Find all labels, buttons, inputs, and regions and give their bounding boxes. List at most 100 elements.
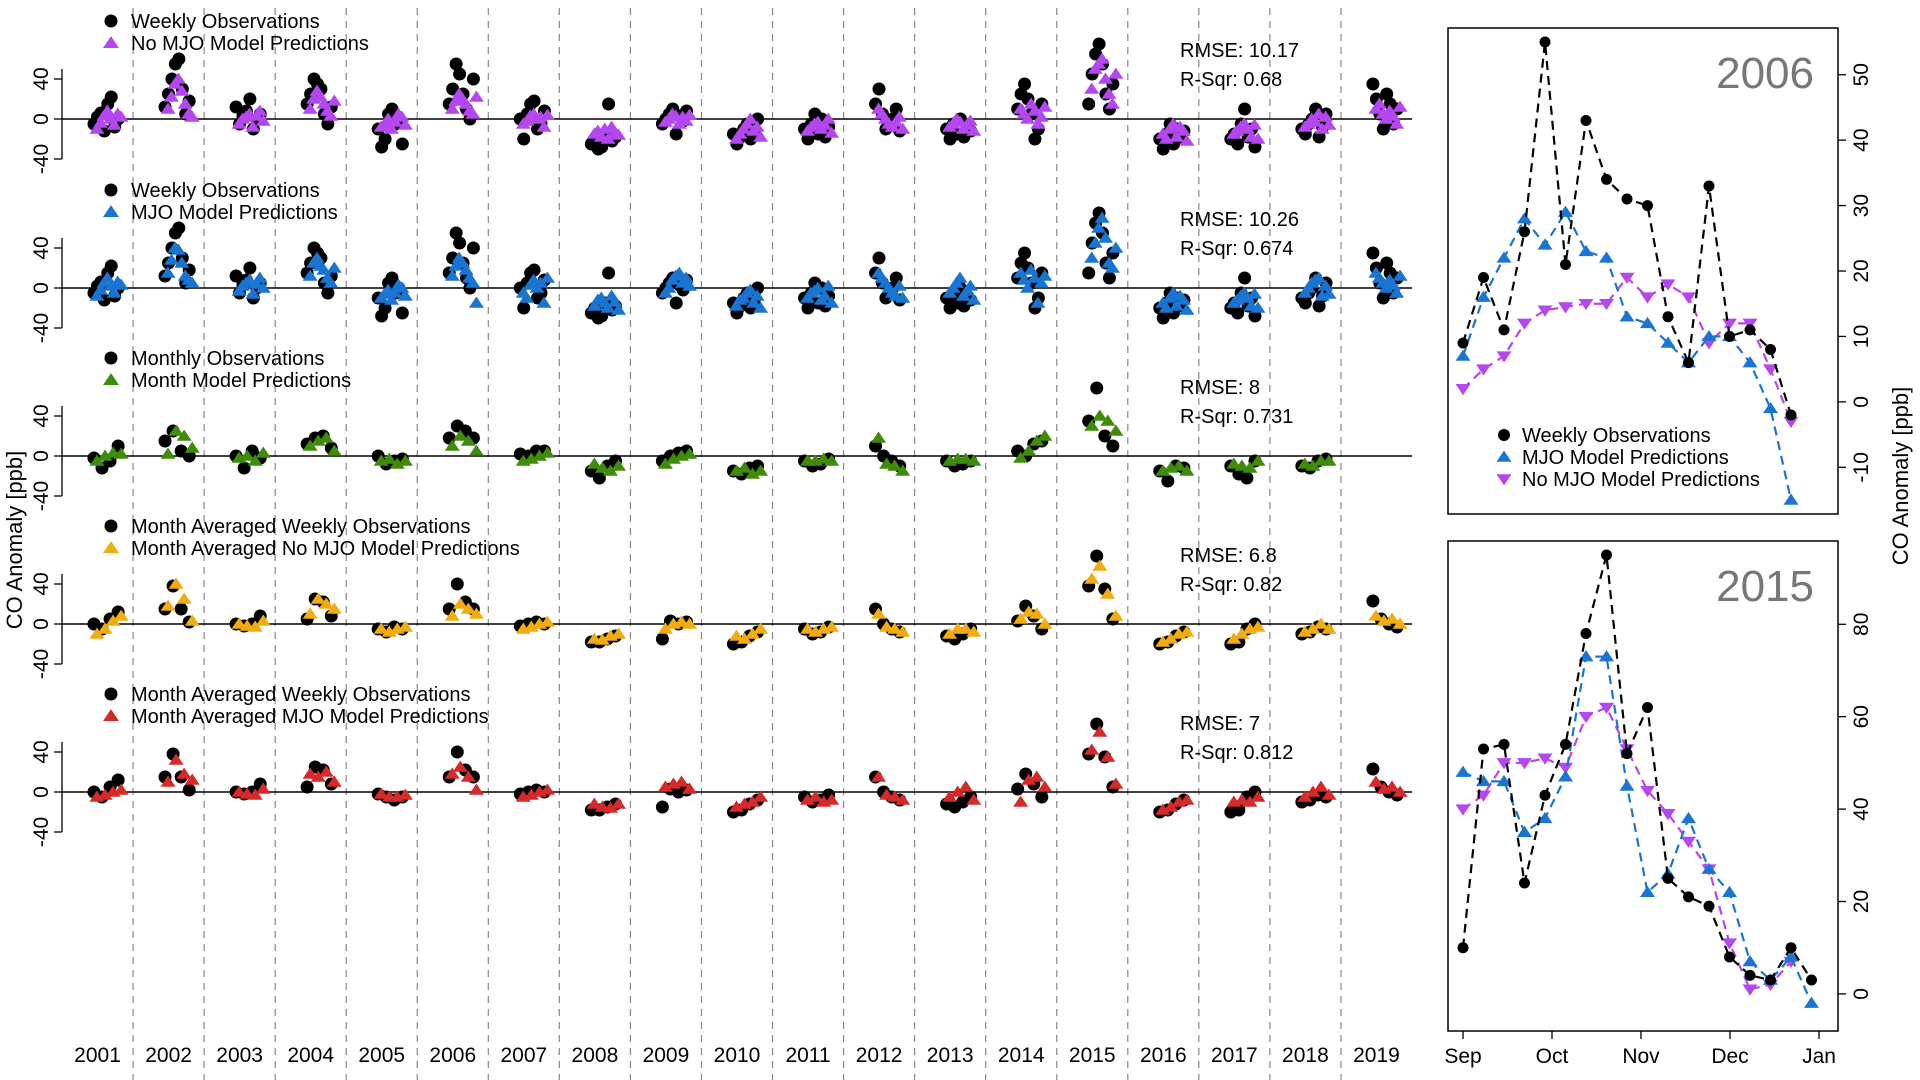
obs-point — [602, 266, 616, 280]
year-label: 2011 — [785, 1044, 830, 1067]
obs-point — [1765, 344, 1776, 356]
pred-point — [671, 117, 687, 129]
no-mjo-point — [1496, 758, 1512, 770]
pred-point — [468, 296, 484, 308]
pred-point — [163, 90, 179, 102]
obs-point — [1621, 193, 1633, 205]
pred-point — [184, 614, 200, 626]
no-mjo-point — [1783, 416, 1799, 428]
no-mjo-point — [1742, 318, 1758, 330]
obs-point — [1376, 291, 1390, 305]
pred-point — [1037, 100, 1053, 112]
year-axis: 2001 2002 2003 2004 2005 2006 2007 2008 2009 2010… — [74, 1044, 1400, 1067]
rmse-text: RMSE: 8 — [1180, 377, 1260, 399]
month-label: Sep — [1444, 1045, 1481, 1068]
obs-point — [300, 780, 314, 794]
pred-point — [1092, 725, 1108, 737]
pred-point — [742, 283, 758, 295]
pred-point — [966, 454, 982, 466]
obs-point — [1011, 782, 1025, 796]
pred-point — [394, 110, 410, 122]
pred-point — [460, 434, 476, 446]
obs-point — [1478, 272, 1489, 284]
obs-point — [1106, 439, 1120, 453]
pred-point — [600, 132, 616, 144]
obs-point — [1376, 122, 1390, 136]
pred-point — [1234, 627, 1250, 639]
right-y-axis-label: CO Anomaly [ppb] — [1888, 387, 1913, 566]
obs-point — [1035, 790, 1049, 804]
obs-point — [1098, 429, 1112, 443]
pred-point — [682, 279, 698, 291]
pred-point — [384, 122, 400, 134]
year-label: 2003 — [216, 1044, 263, 1067]
pred-point — [539, 615, 555, 627]
legend-obs-marker — [104, 351, 118, 365]
pred-point — [1030, 117, 1046, 129]
obs-point — [1156, 311, 1170, 325]
pred-point — [255, 446, 271, 458]
obs-point — [1642, 200, 1653, 212]
no-mjo-point — [1558, 302, 1573, 314]
obs-point — [1232, 803, 1246, 817]
pred-point — [113, 278, 129, 290]
inset-y-tick-label: -10 — [1850, 452, 1873, 482]
pred-point — [800, 793, 815, 805]
obs-point — [1724, 330, 1735, 342]
obs-point — [1161, 474, 1175, 488]
obs-point — [1090, 381, 1104, 395]
no-mjo-point — [1476, 364, 1491, 376]
pred-point — [1084, 743, 1100, 755]
pred-point — [105, 614, 121, 626]
rmse-text: RMSE: 7 — [1180, 713, 1260, 735]
obs-point — [172, 221, 186, 235]
pred-point — [255, 782, 271, 794]
inset-frame — [1447, 27, 1839, 515]
pred-point — [1378, 281, 1394, 293]
obs-point — [669, 296, 683, 310]
pred-point — [602, 464, 618, 476]
pred-point — [1305, 459, 1321, 471]
pred-point — [323, 109, 339, 121]
mjo-point — [1517, 212, 1532, 224]
pred-point — [1169, 299, 1185, 311]
pred-point — [678, 271, 694, 283]
pred-point — [950, 785, 966, 797]
y-tick-label: 40 — [30, 572, 53, 595]
pred-point — [1163, 632, 1179, 644]
obs-point — [1744, 969, 1756, 981]
pred-point — [728, 800, 744, 812]
pred-point — [326, 444, 342, 456]
pred-point — [168, 753, 184, 765]
pred-point — [113, 447, 129, 459]
obs-point — [182, 449, 196, 463]
year-label: 2010 — [714, 1044, 761, 1067]
pred-point — [1155, 803, 1171, 815]
pred-point — [958, 622, 974, 634]
pred-point — [92, 116, 108, 128]
pred-point — [89, 454, 105, 466]
pred-point — [397, 788, 413, 800]
mjo-point — [1701, 329, 1717, 342]
month-label: Jan — [1802, 1045, 1836, 1068]
pred-point — [1108, 241, 1124, 253]
pred-point — [1108, 67, 1124, 79]
pred-point — [1179, 625, 1195, 637]
pred-point — [326, 602, 342, 614]
legend-obs-marker — [104, 687, 118, 701]
pred-point — [824, 296, 840, 308]
pred-point — [879, 620, 895, 632]
mjo-point — [1783, 950, 1799, 962]
pred-point — [1368, 775, 1384, 787]
pred-point — [1226, 632, 1242, 644]
pred-point — [737, 461, 752, 473]
obs-point — [229, 100, 243, 114]
rsq-text: R-Sqr: 0.82 — [1180, 574, 1282, 596]
obs-point — [1498, 738, 1510, 750]
pred-point — [820, 112, 836, 124]
y-tick-label: 0 — [30, 113, 53, 125]
pred-point — [1033, 276, 1049, 288]
pred-point — [749, 289, 765, 301]
